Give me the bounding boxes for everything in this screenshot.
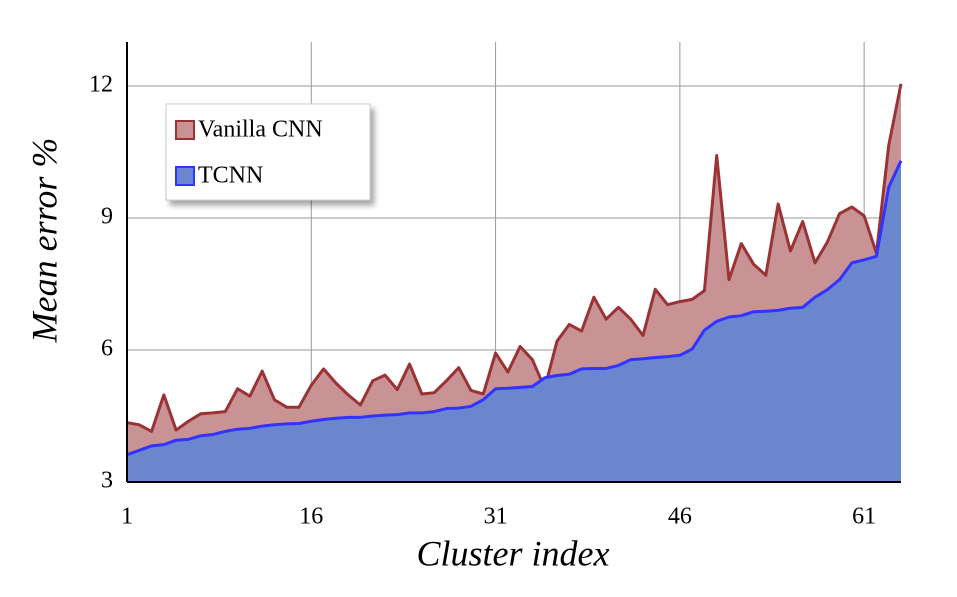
x-tick-label: 61	[852, 504, 876, 530]
x-tick-label: 31	[484, 504, 508, 530]
y-axis-label: Mean error %	[24, 138, 64, 344]
legend: Vanilla CNN TCNN	[165, 103, 371, 201]
legend-box	[165, 103, 371, 201]
y-tick-label: 6	[101, 336, 113, 362]
legend-swatch	[175, 166, 195, 186]
y-tick-label: 12	[89, 72, 113, 98]
x-tick-label: 1	[121, 504, 133, 530]
legend-label: Vanilla CNN	[198, 117, 323, 143]
legend-label: TCNN	[198, 163, 263, 189]
x-tick-label: 16	[299, 504, 323, 530]
legend-swatch	[175, 120, 195, 140]
line	[126, 160, 903, 457]
y-tick-label: 3	[101, 468, 113, 494]
line	[126, 83, 903, 433]
x-tick-label: 46	[668, 504, 692, 530]
area	[127, 160, 901, 483]
x-axis-label: Cluster index	[417, 533, 610, 573]
y-tick-label: 9	[101, 204, 113, 230]
